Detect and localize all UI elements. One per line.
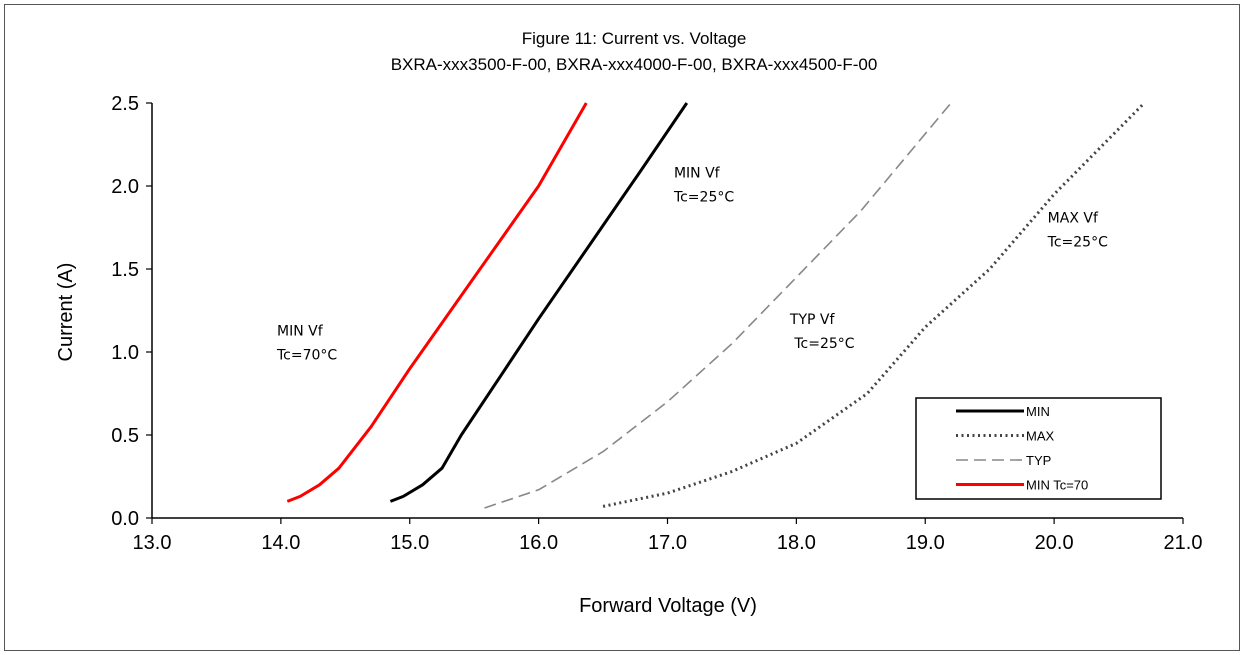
legend-label: MIN — [1026, 404, 1050, 419]
annotation-label: MIN Vf Tc=25°C — [673, 166, 734, 206]
annotation-line: TYP Vf — [789, 312, 836, 328]
x-tick-label: 20.0 — [1035, 532, 1074, 554]
series-line-min — [389, 102, 689, 503]
annotation-label: MIN Vf Tc=70°C — [276, 323, 337, 363]
chart-title: Figure 11: Current vs. Voltage — [522, 29, 747, 48]
series-line-max — [602, 101, 1146, 508]
annotation-line: Tc=70°C — [276, 347, 337, 363]
x-tick-label: 14.0 — [261, 532, 300, 554]
y-tick-label: 0.5 — [111, 425, 139, 447]
x-tick-label: 17.0 — [648, 532, 687, 554]
legend-label: TYP — [1026, 453, 1051, 468]
x-tick-label: 16.0 — [519, 532, 558, 554]
x-tick-label: 15.0 — [390, 532, 429, 554]
annotation-line: Tc=25°C — [673, 190, 734, 206]
chart-subtitle: BXRA-xxx3500-F-00, BXRA-xxx4000-F-00, BX… — [391, 55, 878, 74]
annotation-line: MIN Vf — [277, 323, 324, 339]
legend-box — [915, 397, 1162, 500]
x-tick-label: 18.0 — [777, 532, 816, 554]
series-line-typ — [484, 102, 952, 509]
legend-label: MIN Tc=70 — [1026, 478, 1088, 493]
annotation-line: Tc=25°C — [1047, 235, 1108, 251]
legend-label: MAX — [1026, 429, 1055, 444]
y-tick-label: 0.0 — [111, 508, 139, 530]
y-tick-label: 1.0 — [111, 342, 139, 364]
y-tick-label: 2.5 — [111, 93, 139, 115]
annotation-line: Tc=25°C — [790, 336, 855, 352]
legend: MIN MAX TYP MIN Tc=70 — [915, 397, 1162, 500]
x-tick-label: 19.0 — [906, 532, 945, 554]
y-tick-label: 1.5 — [111, 259, 139, 281]
series-line-min-tc-70 — [286, 102, 588, 503]
annotation-line: MIN Vf — [674, 166, 721, 182]
plot-area: 13.0 14.0 15.0 16.0 17.0 18.0 19.0 20.0 21.0 0.0 0… — [111, 93, 1202, 554]
x-tick-label: 13.0 — [133, 532, 172, 554]
annotation-label: TYP Vf Tc=25°C — [789, 312, 855, 352]
y-axis-label: Current (A) — [55, 263, 77, 362]
x-axis-label: Forward Voltage (V) — [579, 595, 757, 617]
annotation-line: MAX Vf — [1048, 211, 1099, 227]
annotation-label: MAX Vf Tc=25°C — [1047, 211, 1108, 251]
y-tick-label: 2.0 — [111, 176, 139, 198]
x-tick-label: 21.0 — [1164, 532, 1203, 554]
chart-frame — [4, 4, 1240, 651]
